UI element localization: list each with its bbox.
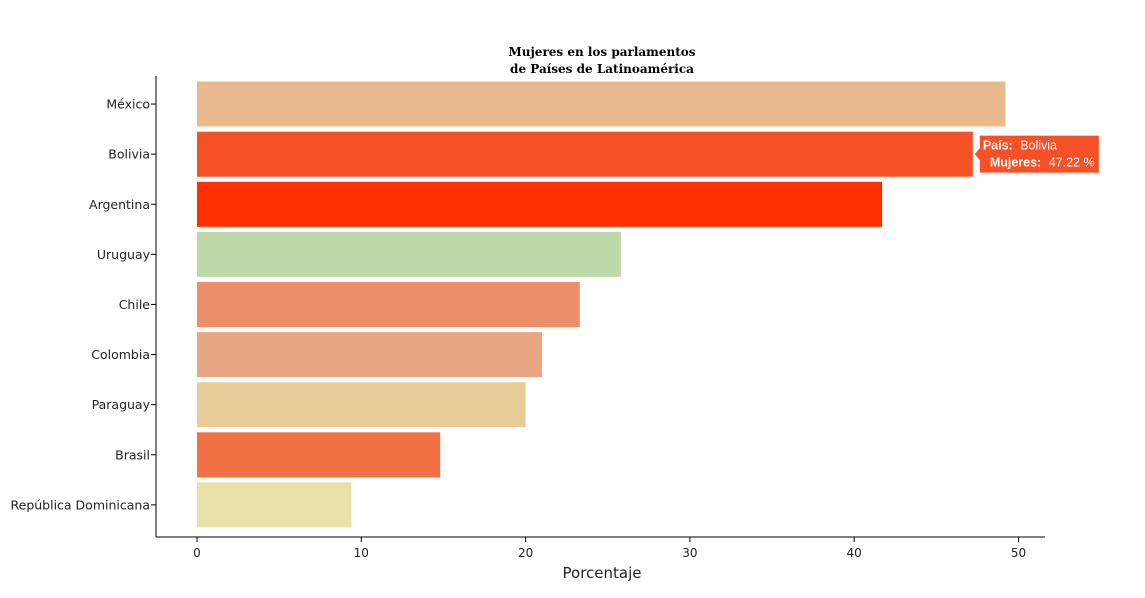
y-tick-label-chile: Chile [119,297,151,312]
bar-paraguay[interactable] [197,382,526,428]
y-tick-label-mexico: México [106,97,150,112]
x-tick-label-30: 30 [682,546,697,560]
bar-bolivia[interactable] [197,131,973,177]
y-tick-label-uruguay: Uruguay [97,247,151,262]
y-tick-label-colombia: Colombia [91,347,150,362]
chart-title-line-2: de Países de Latinoamérica [510,62,694,76]
tooltip-box [974,135,1099,173]
tooltip-line-1: País: Bolivia [983,139,1057,153]
x-axis-label: Porcentaje [563,564,642,582]
x-axis: 0 10 20 30 40 50 [156,536,1045,560]
tooltip-value-label: Mujeres: [990,156,1041,170]
bar-argentina[interactable] [197,181,883,227]
bar-colombia[interactable] [197,332,542,378]
tooltip-line-2: Mujeres: 47.22 % [990,156,1095,170]
y-tick-label-argentina: Argentina [89,197,150,212]
tooltip-country-value: Bolivia [1020,139,1057,153]
x-tick-label-0: 0 [193,546,201,560]
y-tick-label-brasil: Brasil [115,447,150,462]
x-tick-label-10: 10 [354,546,369,560]
tooltip: País: Bolivia Mujeres: 47.22 % [974,135,1099,173]
y-tick-label-bolivia: Bolivia [108,147,150,162]
y-tick-label-republica-dominicana: República Dominicana [11,497,151,512]
x-tick-label-40: 40 [847,546,862,560]
bar-brasil[interactable] [197,432,441,478]
bar-republica-dominicana[interactable] [197,482,352,528]
bar-mexico[interactable] [197,81,1006,127]
x-tick-label-50: 50 [1011,546,1026,560]
bar-chile[interactable] [197,282,580,327]
y-axis: México Bolivia Argentina Uruguay Chile Colomb… [11,76,157,537]
chart-title-line-1: Mujeres en los parlamentos [508,45,695,59]
y-tick-label-paraguay: Paraguay [92,397,151,412]
bar-uruguay[interactable] [197,231,621,277]
tooltip-country-label: País: [983,139,1013,153]
bars-group [197,81,1006,528]
x-tick-label-20: 20 [518,546,533,560]
tooltip-value: 47.22 % [1049,156,1095,170]
